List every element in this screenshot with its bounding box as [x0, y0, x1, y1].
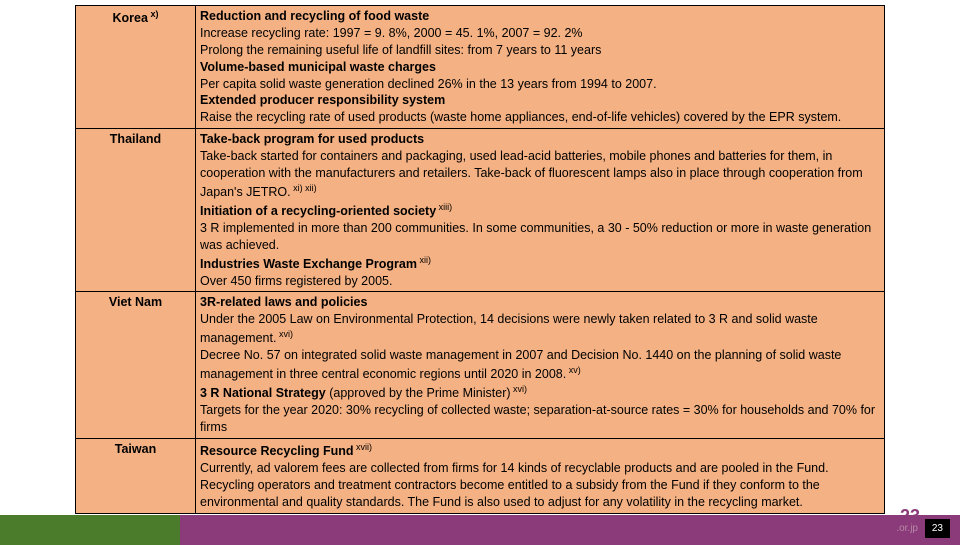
description-line: Raise the recycling rate of used product… [200, 109, 880, 126]
table-row: Korea x)Reduction and recycling of food … [76, 6, 885, 129]
description-line: 3 R implemented in more than 200 communi… [200, 220, 880, 254]
description-line: 3 R National Strategy (approved by the P… [200, 383, 880, 402]
description-cell: Resource Recycling Fund xvii)Currently, … [196, 438, 885, 513]
description-line: Industries Waste Exchange Program xii) [200, 254, 880, 273]
table-row: ThailandTake-back program for used produ… [76, 129, 885, 292]
description-line: Resource Recycling Fund xvii) [200, 441, 880, 460]
description-line: Currently, ad valorem fees are collected… [200, 460, 880, 511]
description-cell: Reduction and recycling of food wasteInc… [196, 6, 885, 129]
footer-url-fragment: .or.jp [896, 523, 918, 534]
description-line: Take-back started for containers and pac… [200, 148, 880, 201]
policy-table: Korea x)Reduction and recycling of food … [75, 5, 885, 514]
description-cell: Take-back program for used productsTake-… [196, 129, 885, 292]
page-number-badge: 23 [925, 519, 950, 538]
footer-bar: .or.jp 23 [0, 515, 960, 545]
footer-purple: .or.jp 23 [180, 515, 960, 545]
description-line: Initiation of a recycling-oriented socie… [200, 201, 880, 220]
country-cell: Viet Nam [76, 292, 196, 438]
table-row: Viet Nam3R-related laws and policiesUnde… [76, 292, 885, 438]
description-line: Under the 2005 Law on Environmental Prot… [200, 311, 880, 347]
table-row: TaiwanResource Recycling Fund xvii)Curre… [76, 438, 885, 513]
footer-green [0, 515, 180, 545]
description-line: Prolong the remaining useful life of lan… [200, 42, 880, 59]
description-line: Over 450 firms registered by 2005. [200, 273, 880, 290]
country-cell: Thailand [76, 129, 196, 292]
description-line: Per capita solid waste generation declin… [200, 76, 880, 93]
description-line: Take-back program for used products [200, 131, 880, 148]
country-cell: Korea x) [76, 6, 196, 129]
description-line: Extended producer responsibility system [200, 92, 880, 109]
description-line: Decree No. 57 on integrated solid waste … [200, 347, 880, 383]
description-line: 3R-related laws and policies [200, 294, 880, 311]
description-line: Volume-based municipal waste charges [200, 59, 880, 76]
description-line: Increase recycling rate: 1997 = 9. 8%, 2… [200, 25, 880, 42]
description-line: Targets for the year 2020: 30% recycling… [200, 402, 880, 436]
description-line: Reduction and recycling of food waste [200, 8, 880, 25]
description-cell: 3R-related laws and policiesUnder the 20… [196, 292, 885, 438]
country-cell: Taiwan [76, 438, 196, 513]
